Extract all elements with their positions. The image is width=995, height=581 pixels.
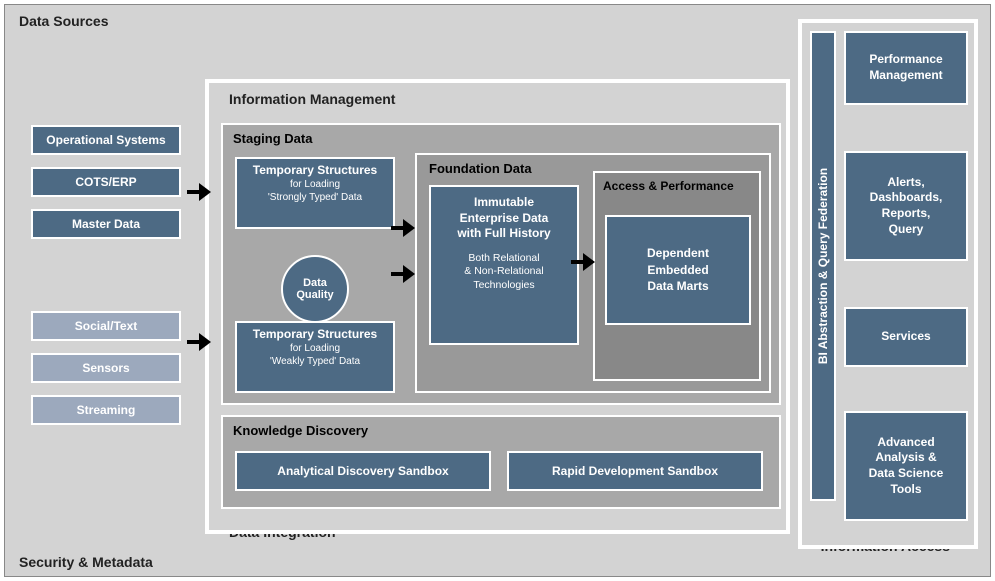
arrow-icon <box>391 219 417 237</box>
knowledge-discovery-title: Knowledge Discovery <box>233 423 368 438</box>
temp-weak-sub: for Loading 'Weakly Typed' Data <box>237 343 393 368</box>
information-management-title: Information Management <box>229 91 395 107</box>
ia-box-performance-management: Performance Management <box>844 31 968 105</box>
temp-structures-weak: Temporary Structures for Loading 'Weakly… <box>235 321 395 393</box>
temp-strong-title: Temporary Structures <box>237 163 393 177</box>
source-box-cots-erp: COTS/ERP <box>31 167 181 197</box>
outer-frame: Data Sources Security & Metadata Informa… <box>4 4 991 577</box>
staging-data-title: Staging Data <box>233 131 312 146</box>
staging-data-panel: Staging Data Temporary Structures for Lo… <box>221 123 781 405</box>
foundation-data-panel: Foundation Data Immutable Enterprise Dat… <box>415 153 771 393</box>
ia-box-alerts-dashboards-reports-query: Alerts, Dashboards, Reports, Query <box>844 151 968 261</box>
ia-box-services: Services <box>844 307 968 367</box>
immutable-title: Immutable Enterprise Data with Full Hist… <box>437 195 571 242</box>
information-management-panel: Information Management Staging Data Temp… <box>205 79 790 534</box>
immutable-enterprise-box: Immutable Enterprise Data with Full Hist… <box>429 185 579 345</box>
foundation-data-title: Foundation Data <box>429 161 532 176</box>
arrow-icon <box>391 265 417 283</box>
security-metadata-title: Security & Metadata <box>19 554 153 570</box>
source-box-streaming: Streaming <box>31 395 181 425</box>
ia-box-advanced-analysis-data-science-tools: Advanced Analysis & Data Science Tools <box>844 411 968 521</box>
access-performance-panel: Access & Performance Dependent Embedded … <box>593 171 761 381</box>
access-performance-title: Access & Performance <box>603 179 734 193</box>
arrow-icon <box>187 183 213 201</box>
bi-abstraction-strip: BI Abstraction & Query Federation <box>810 31 836 501</box>
knowledge-discovery-panel: Knowledge Discovery Analytical Discovery… <box>221 415 781 509</box>
arrow-icon <box>187 333 213 351</box>
data-quality-circle: Data Quality <box>281 255 349 323</box>
data-marts-box: Dependent Embedded Data Marts <box>605 215 751 325</box>
temp-structures-strong: Temporary Structures for Loading 'Strong… <box>235 157 395 229</box>
arrow-icon <box>571 253 597 271</box>
information-access-panel: BI Abstraction & Query Federation Perfor… <box>798 19 978 549</box>
source-box-operational-systems: Operational Systems <box>31 125 181 155</box>
source-box-social-text: Social/Text <box>31 311 181 341</box>
rapid-dev-sandbox-box: Rapid Development Sandbox <box>507 451 763 491</box>
analytical-sandbox-box: Analytical Discovery Sandbox <box>235 451 491 491</box>
data-sources-title: Data Sources <box>19 13 108 29</box>
source-box-master-data: Master Data <box>31 209 181 239</box>
immutable-sub: Both Relational & Non-Relational Technol… <box>437 252 571 293</box>
bi-abstraction-label: BI Abstraction & Query Federation <box>816 168 830 364</box>
temp-strong-sub: for Loading 'Strongly Typed' Data <box>237 179 393 204</box>
source-box-sensors: Sensors <box>31 353 181 383</box>
temp-weak-title: Temporary Structures <box>237 327 393 341</box>
